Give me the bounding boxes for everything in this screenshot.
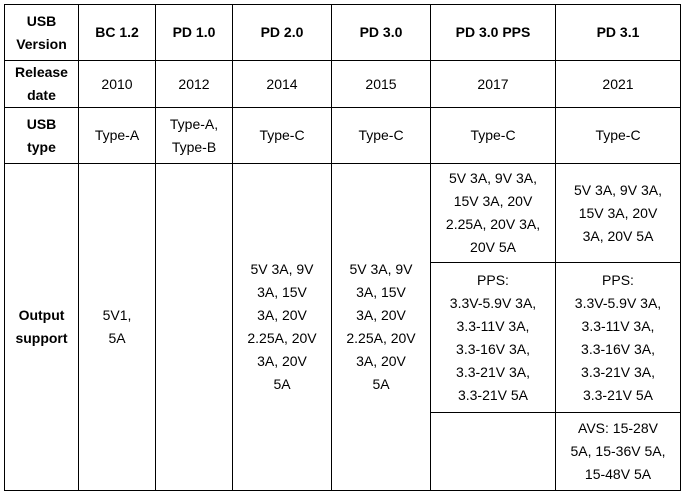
- cell-line: Type-A: [94, 127, 140, 143]
- cell-line: 3A, 15V: [356, 284, 406, 300]
- cell-line: 3A, 20V: [257, 307, 307, 323]
- cell-line: 3.3V-5.9V 3A,: [449, 294, 537, 311]
- cell-line: USB: [26, 115, 57, 132]
- cell-line: 2012: [178, 75, 210, 92]
- cell-line: Version: [16, 35, 67, 52]
- header-cell: PD 3.0: [331, 4, 431, 61]
- header-cell: PD 3.0 PPS: [430, 4, 556, 61]
- cell-line: 5A: [108, 330, 126, 346]
- cell-line: 3.3-16V 3A,: [581, 340, 655, 357]
- cell: 5V1, 5A: [78, 163, 156, 491]
- cell: 2010: [78, 60, 156, 108]
- header-cell: PD 2.0: [232, 4, 332, 61]
- empty-cell: [430, 412, 556, 491]
- cell: Type-C: [430, 107, 556, 164]
- row-label: USB type: [4, 107, 79, 164]
- cell-line: 2017: [477, 75, 509, 92]
- cell: 5V 3A, 9V 3A, 15V 3A, 20V 2.25A, 20V 3A, 20V…: [331, 163, 431, 491]
- cell-line: 2010: [101, 75, 133, 92]
- cell-line: 5A: [273, 376, 291, 392]
- cell-line: 3.3-21V 5A: [582, 386, 654, 403]
- cell: Type-A, Type-B: [155, 107, 233, 164]
- cell-line: PPS:: [477, 271, 509, 288]
- cell-line: Type-A,: [169, 115, 219, 132]
- cell-line: 3A, 20V: [257, 353, 307, 369]
- cell: Type-C: [331, 107, 431, 164]
- cell-line: USB: [26, 12, 57, 29]
- cell-line: 5A, 15-36V 5A,: [570, 443, 666, 459]
- usb-table: USB Version BC 1.2 PD 1.0 PD 2.0 PD 3.0 P…: [4, 4, 681, 491]
- cell: 2014: [232, 60, 332, 108]
- cell-line: 2.25A, 20V: [247, 330, 317, 346]
- row-label: Output support: [4, 163, 79, 491]
- cell-line: 3.3-21V 3A,: [581, 363, 655, 380]
- cell: 5V 3A, 9V 3A, 15V 3A, 20V 2.25A, 20V 3A, 20…: [430, 163, 556, 263]
- cell-line: PD 3.0: [359, 24, 403, 40]
- cell: 5V 3A, 9V 3A, 15V 3A, 20V 2.25A, 20V 3A, 20V…: [232, 163, 332, 491]
- row-label: Release date: [4, 60, 79, 108]
- cell-line: PD 2.0: [260, 24, 304, 40]
- cell-line: 2015: [365, 75, 397, 92]
- cell: AVS: 15-28V 5A, 15-36V 5A, 15-48V 5A: [555, 412, 681, 491]
- cell-line: BC 1.2: [95, 24, 139, 40]
- cell-line: PD 3.1: [596, 24, 640, 40]
- cell-line: 3A, 20V: [356, 307, 406, 323]
- cell-line: 5V 3A, 9V: [250, 261, 314, 277]
- cell-line: 2.25A, 20V 3A,: [445, 216, 541, 232]
- header-cell: PD 3.1: [555, 4, 681, 61]
- cell-line: 3.3-11V 3A,: [456, 317, 530, 334]
- cell-line: AVS: 15-28V: [578, 420, 658, 436]
- cell-line: 3.3-21V 3A,: [456, 363, 530, 380]
- cell: 2017: [430, 60, 556, 108]
- cell-line: 5V 3A, 9V 3A,: [449, 170, 537, 186]
- cell-line: 2.25A, 20V: [346, 330, 416, 346]
- cell-line: Type-C: [595, 127, 641, 143]
- cell-line: 5A: [372, 376, 390, 392]
- cell-line: date: [27, 87, 56, 103]
- cell-line: Type-C: [470, 127, 516, 143]
- header-cell: PD 1.0: [155, 4, 233, 61]
- cell: 2012: [155, 60, 233, 108]
- cell: Type-C: [232, 107, 332, 164]
- cell: Type-A: [78, 107, 156, 164]
- cell-line: 3.3-11V 3A,: [581, 317, 655, 334]
- cell-line: Output: [18, 307, 65, 323]
- cell-line: type: [27, 138, 56, 155]
- cell: PPS: 3.3V-5.9V 3A, 3.3-11V 3A, 3.3-16V 3A, 3…: [555, 262, 681, 413]
- cell-line: 2021: [602, 75, 634, 92]
- cell-line: Type-C: [259, 127, 305, 143]
- cell-line: 15V 3A, 20V: [578, 204, 658, 221]
- header-cell: USB Version: [4, 4, 79, 61]
- cell-line: 15-48V 5A: [584, 466, 652, 482]
- cell-line: 5V 3A, 9V 3A,: [574, 181, 662, 198]
- cell: 2015: [331, 60, 431, 108]
- cell-line: PPS:: [602, 271, 634, 288]
- cell-line: 20V 5A: [470, 239, 516, 255]
- cell-line: support: [15, 330, 68, 346]
- cell-line: PD 3.0 PPS: [455, 24, 531, 40]
- cell-line: 2014: [266, 75, 298, 92]
- cell: Type-C: [555, 107, 681, 164]
- cell-line: 3A, 15V: [257, 284, 307, 300]
- cell: PPS: 3.3V-5.9V 3A, 3.3-11V 3A, 3.3-16V 3A, 3…: [430, 262, 556, 413]
- cell-line: 5V 3A, 9V: [349, 261, 413, 277]
- cell: 5V 3A, 9V 3A, 15V 3A, 20V 3A, 20V 5A: [555, 163, 681, 263]
- header-cell: BC 1.2: [78, 4, 156, 61]
- cell-line: PD 1.0: [172, 24, 216, 40]
- cell-line: Type-B: [171, 138, 217, 155]
- cell-line: 3.3-16V 3A,: [456, 340, 530, 357]
- cell-line: 3A, 20V 5A: [582, 227, 654, 244]
- cell-line: Type-C: [358, 127, 404, 143]
- cell-line: 15V 3A, 20V: [453, 193, 533, 209]
- cell-line: Release: [15, 64, 68, 80]
- cell-line: 3A, 20V: [356, 353, 406, 369]
- empty-cell: [155, 163, 233, 491]
- cell-line: 5V1,: [102, 307, 132, 323]
- cell: 2021: [555, 60, 681, 108]
- cell-line: 3.3V-5.9V 3A,: [574, 294, 662, 311]
- cell-line: 3.3-21V 5A: [457, 386, 529, 403]
